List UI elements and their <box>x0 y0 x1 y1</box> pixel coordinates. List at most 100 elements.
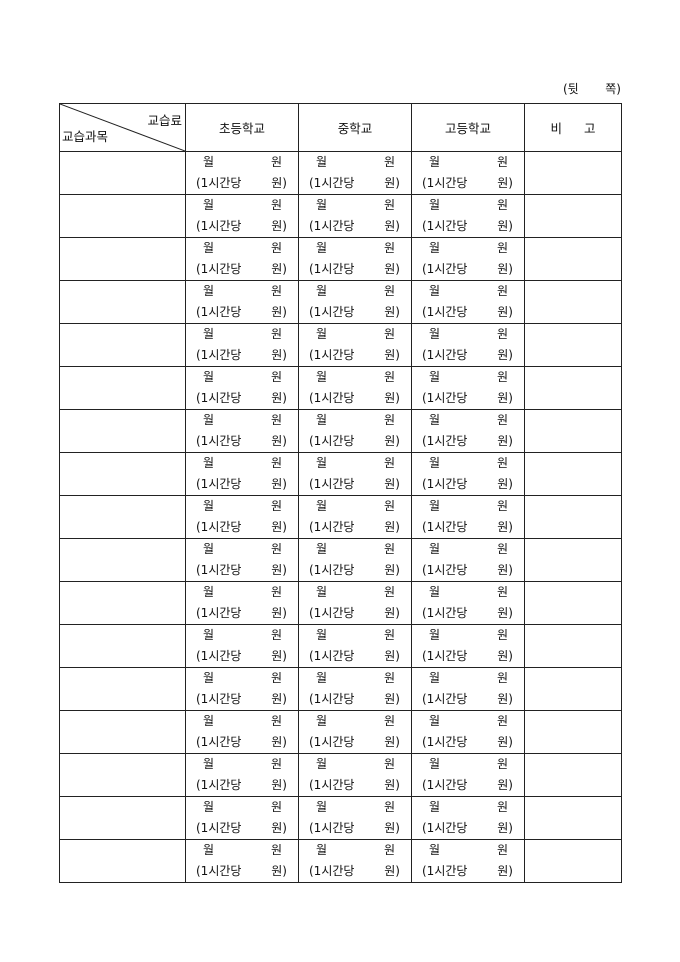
fee-cell-middle[interactable]: 월 원 (1시간당 원) <box>298 409 412 453</box>
remarks-cell[interactable] <box>524 667 622 711</box>
remarks-cell[interactable] <box>524 839 622 883</box>
hourly-label: (1시간당 <box>196 305 242 319</box>
month-label: 월 <box>203 413 215 427</box>
fee-cell-high[interactable]: 월 원 (1시간당 원) <box>411 452 525 496</box>
fee-cell-middle[interactable]: 월 원 (1시간당 원) <box>298 495 412 539</box>
fee-cell-elementary[interactable]: 월 원 (1시간당 원) <box>185 280 299 324</box>
fee-cell-high[interactable]: 월 원 (1시간당 원) <box>411 280 525 324</box>
fee-cell-elementary[interactable]: 월 원 (1시간당 원) <box>185 366 299 410</box>
fee-cell-high[interactable]: 월 원 (1시간당 원) <box>411 839 525 883</box>
fee-cell-high[interactable]: 월 원 (1시간당 원) <box>411 237 525 281</box>
fee-cell-elementary[interactable]: 월 원 (1시간당 원) <box>185 667 299 711</box>
fee-cell-middle[interactable]: 월 원 (1시간당 원) <box>298 839 412 883</box>
month-label: 월 <box>203 198 215 212</box>
month-label: 월 <box>429 585 441 599</box>
subject-cell[interactable] <box>59 323 186 367</box>
remarks-cell[interactable] <box>524 366 622 410</box>
remarks-cell[interactable] <box>524 624 622 668</box>
fee-cell-elementary[interactable]: 월 원 (1시간당 원) <box>185 452 299 496</box>
subject-cell[interactable] <box>59 753 186 797</box>
fee-cell-high[interactable]: 월 원 (1시간당 원) <box>411 796 525 840</box>
subject-cell[interactable] <box>59 194 186 238</box>
remarks-cell[interactable] <box>524 323 622 367</box>
fee-cell-middle[interactable]: 월 원 (1시간당 원) <box>298 538 412 582</box>
fee-cell-middle[interactable]: 월 원 (1시간당 원) <box>298 280 412 324</box>
fee-cell-middle[interactable]: 월 원 (1시간당 원) <box>298 452 412 496</box>
fee-cell-middle[interactable]: 월 원 (1시간당 원) <box>298 366 412 410</box>
fee-cell-elementary[interactable]: 월 원 (1시간당 원) <box>185 495 299 539</box>
subject-cell[interactable] <box>59 581 186 625</box>
hourly-label: (1시간당 <box>309 735 355 749</box>
remarks-cell[interactable] <box>524 796 622 840</box>
fee-cell-elementary[interactable]: 월 원 (1시간당 원) <box>185 796 299 840</box>
hourly-won-label: 원) <box>497 692 513 706</box>
subject-cell[interactable] <box>59 237 186 281</box>
subject-cell[interactable] <box>59 280 186 324</box>
fee-cell-high[interactable]: 월 원 (1시간당 원) <box>411 710 525 754</box>
remarks-cell[interactable] <box>524 710 622 754</box>
fee-cell-elementary[interactable]: 월 원 (1시간당 원) <box>185 323 299 367</box>
won-label: 원 <box>270 198 282 212</box>
fee-cell-high[interactable]: 월 원 (1시간당 원) <box>411 366 525 410</box>
fee-cell-elementary[interactable]: 월 원 (1시간당 원) <box>185 581 299 625</box>
remarks-cell[interactable] <box>524 753 622 797</box>
fee-cell-high[interactable]: 월 원 (1시간당 원) <box>411 495 525 539</box>
subject-cell[interactable] <box>59 710 186 754</box>
subject-cell[interactable] <box>59 538 186 582</box>
fee-cell-elementary[interactable]: 월 원 (1시간당 원) <box>185 538 299 582</box>
fee-cell-elementary[interactable]: 월 원 (1시간당 원) <box>185 624 299 668</box>
fee-cell-high[interactable]: 월 원 (1시간당 원) <box>411 624 525 668</box>
fee-cell-elementary[interactable]: 월 원 (1시간당 원) <box>185 753 299 797</box>
fee-cell-elementary[interactable]: 월 원 (1시간당 원) <box>185 839 299 883</box>
fee-cell-elementary[interactable]: 월 원 (1시간당 원) <box>185 710 299 754</box>
fee-cell-middle[interactable]: 월 원 (1시간당 원) <box>298 796 412 840</box>
subject-cell[interactable] <box>59 151 186 195</box>
fee-cell-high[interactable]: 월 원 (1시간당 원) <box>411 581 525 625</box>
subject-cell[interactable] <box>59 667 186 711</box>
month-label: 월 <box>316 628 328 642</box>
fee-cell-middle[interactable]: 월 원 (1시간당 원) <box>298 151 412 195</box>
fee-cell-high[interactable]: 월 원 (1시간당 원) <box>411 753 525 797</box>
subject-cell[interactable] <box>59 452 186 496</box>
month-label: 월 <box>429 155 441 169</box>
fee-cell-high[interactable]: 월 원 (1시간당 원) <box>411 151 525 195</box>
remarks-cell[interactable] <box>524 409 622 453</box>
fee-cell-middle[interactable]: 월 원 (1시간당 원) <box>298 581 412 625</box>
remarks-cell[interactable] <box>524 538 622 582</box>
subject-cell[interactable] <box>59 624 186 668</box>
month-label: 월 <box>203 542 215 556</box>
remarks-cell[interactable] <box>524 452 622 496</box>
remarks-cell[interactable] <box>524 495 622 539</box>
subject-cell[interactable] <box>59 839 186 883</box>
won-label: 원 <box>383 757 395 771</box>
fee-cell-middle[interactable]: 월 원 (1시간당 원) <box>298 710 412 754</box>
fee-cell-elementary[interactable]: 월 원 (1시간당 원) <box>185 409 299 453</box>
fee-cell-elementary[interactable]: 월 원 (1시간당 원) <box>185 237 299 281</box>
subject-cell[interactable] <box>59 796 186 840</box>
fee-cell-elementary[interactable]: 월 원 (1시간당 원) <box>185 151 299 195</box>
won-label: 원 <box>496 843 508 857</box>
fee-cell-middle[interactable]: 월 원 (1시간당 원) <box>298 753 412 797</box>
fee-cell-middle[interactable]: 월 원 (1시간당 원) <box>298 667 412 711</box>
remarks-cell[interactable] <box>524 194 622 238</box>
fee-cell-middle[interactable]: 월 원 (1시간당 원) <box>298 323 412 367</box>
fee-cell-high[interactable]: 월 원 (1시간당 원) <box>411 667 525 711</box>
fee-cell-middle[interactable]: 월 원 (1시간당 원) <box>298 237 412 281</box>
fee-cell-high[interactable]: 월 원 (1시간당 원) <box>411 194 525 238</box>
hourly-label: (1시간당 <box>196 348 242 362</box>
fee-cell-high[interactable]: 월 원 (1시간당 원) <box>411 409 525 453</box>
remarks-cell[interactable] <box>524 237 622 281</box>
fee-cell-high[interactable]: 월 원 (1시간당 원) <box>411 538 525 582</box>
subject-cell[interactable] <box>59 409 186 453</box>
fee-cell-high[interactable]: 월 원 (1시간당 원) <box>411 323 525 367</box>
table-row: 월 원 (1시간당 원) 월 원 (1시간당 원) 월 원 (1시간당 원) <box>59 323 622 367</box>
remarks-cell[interactable] <box>524 280 622 324</box>
subject-cell[interactable] <box>59 366 186 410</box>
month-label: 월 <box>429 413 441 427</box>
fee-cell-elementary[interactable]: 월 원 (1시간당 원) <box>185 194 299 238</box>
fee-cell-middle[interactable]: 월 원 (1시간당 원) <box>298 194 412 238</box>
remarks-cell[interactable] <box>524 581 622 625</box>
subject-cell[interactable] <box>59 495 186 539</box>
fee-cell-middle[interactable]: 월 원 (1시간당 원) <box>298 624 412 668</box>
remarks-cell[interactable] <box>524 151 622 195</box>
